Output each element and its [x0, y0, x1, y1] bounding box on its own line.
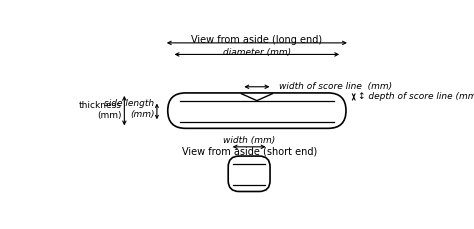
FancyBboxPatch shape	[168, 93, 346, 128]
Text: diameter (mm): diameter (mm)	[223, 47, 291, 57]
FancyBboxPatch shape	[228, 156, 270, 191]
Text: thickness
(mm): thickness (mm)	[79, 101, 122, 120]
Text: width (mm): width (mm)	[223, 136, 275, 145]
Text: View from aside (long end): View from aside (long end)	[191, 35, 322, 45]
Text: ↕ depth of score line (mm): ↕ depth of score line (mm)	[358, 93, 474, 101]
Text: side length
(mm): side length (mm)	[104, 99, 155, 119]
Text: View from aside (short end): View from aside (short end)	[182, 147, 317, 157]
Text: width of score line  (mm): width of score line (mm)	[279, 82, 392, 90]
